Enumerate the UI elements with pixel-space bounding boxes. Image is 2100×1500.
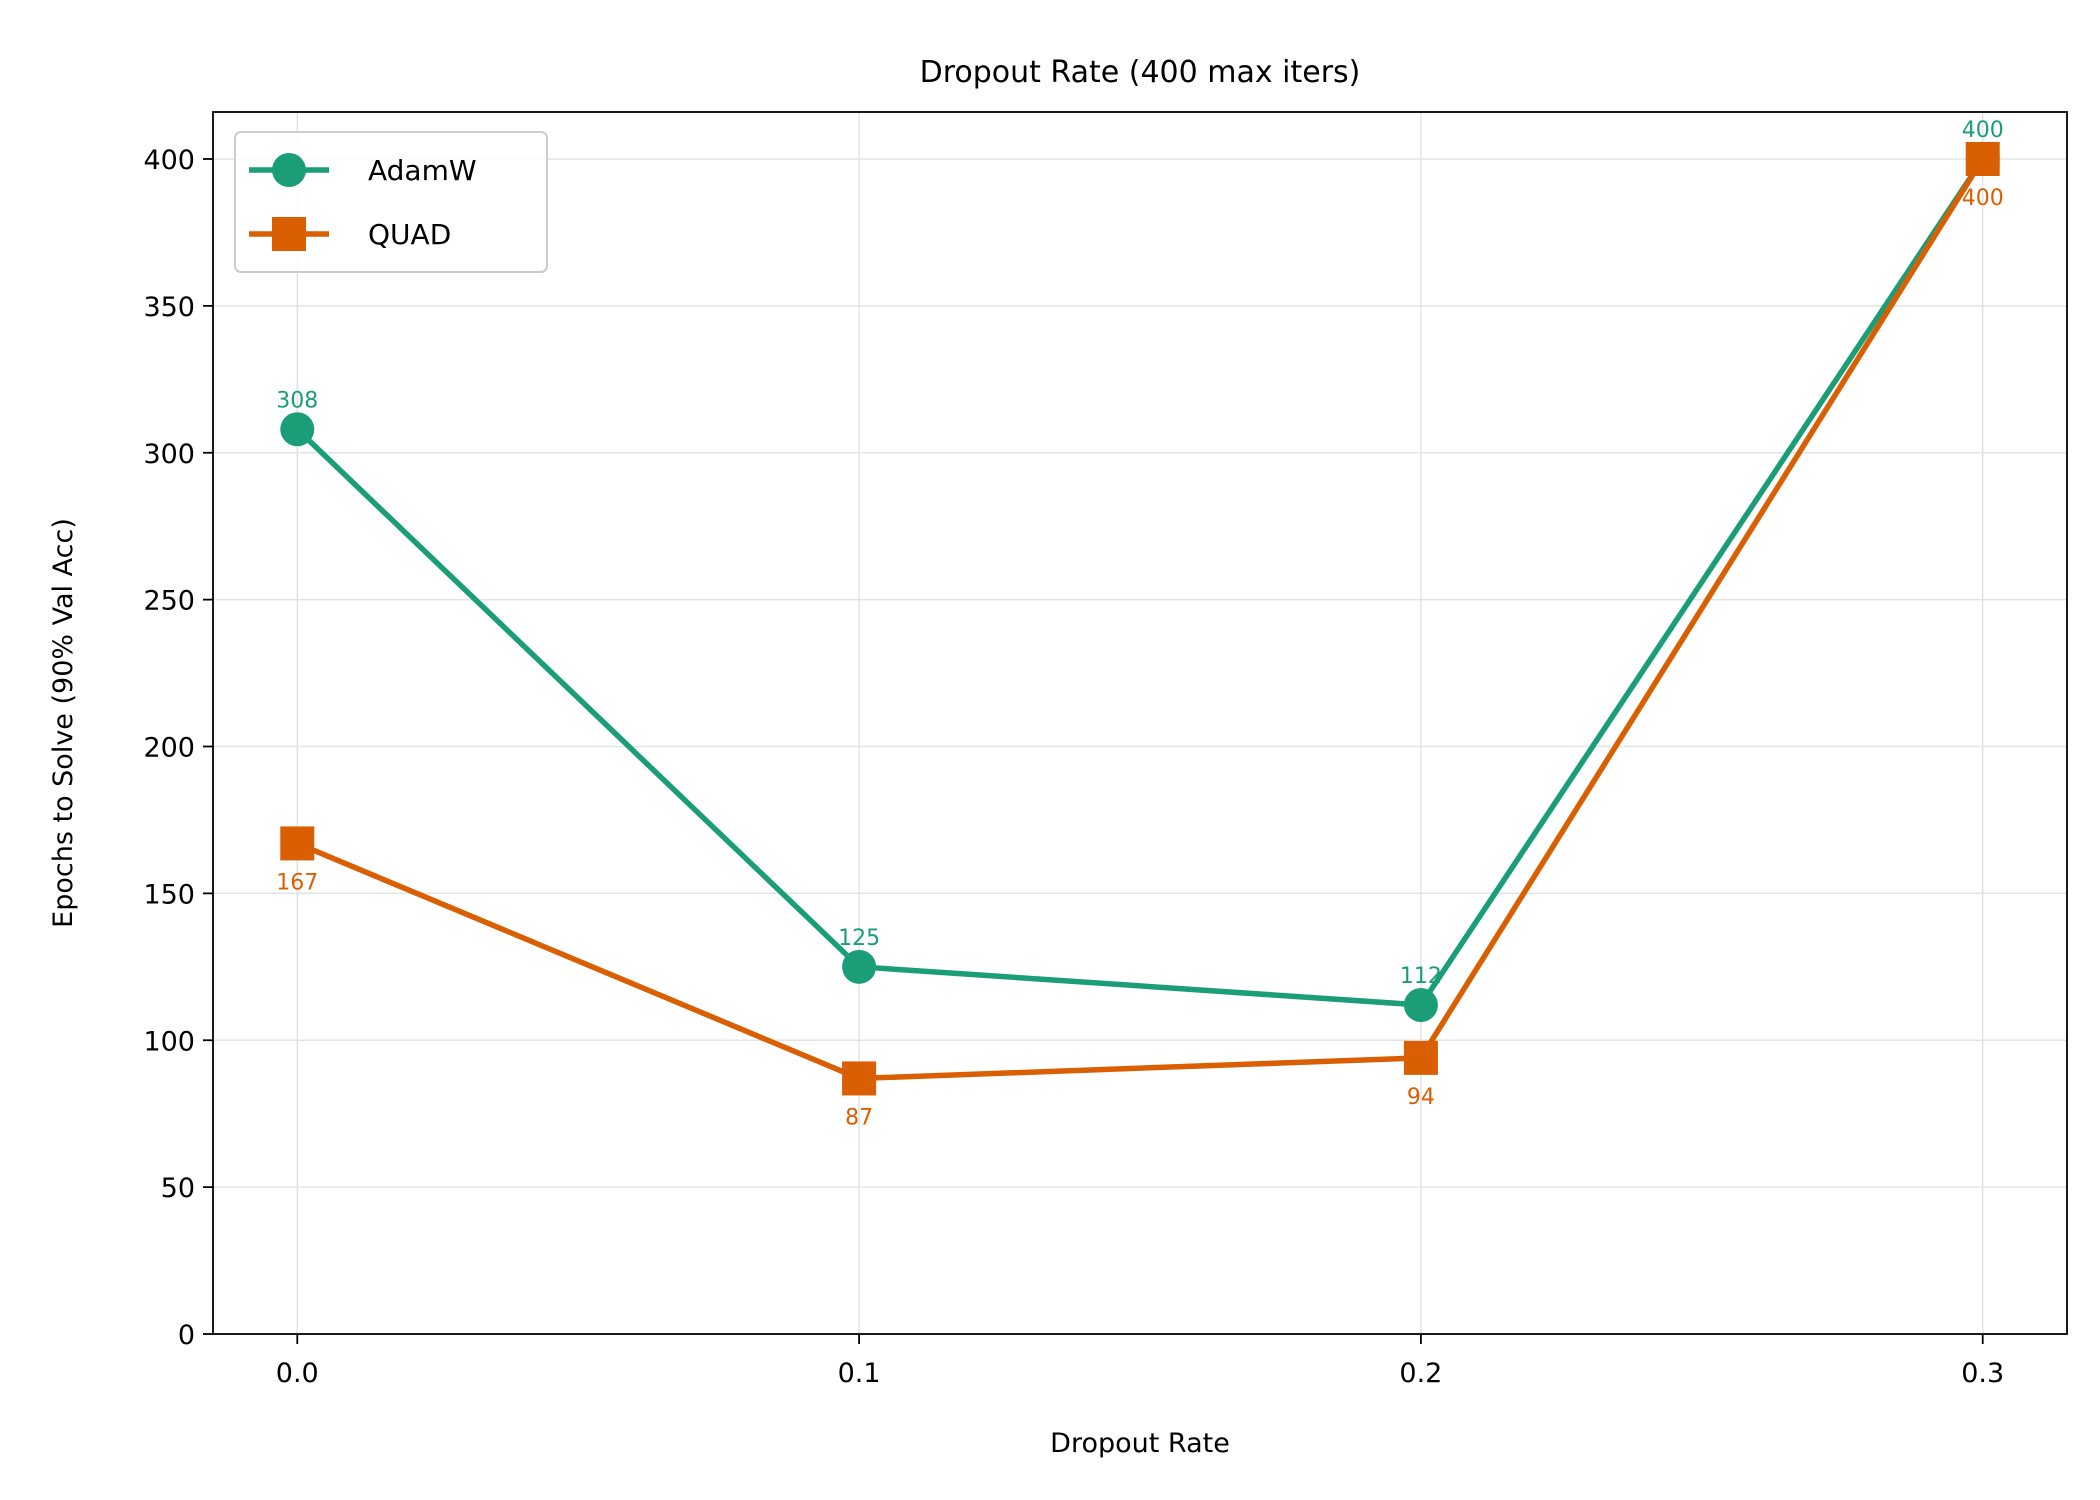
- series-adamw-point: [1403, 988, 1438, 1022]
- series-adamw-data-label: 400: [1962, 118, 2004, 143]
- series-adamw-point: [280, 412, 315, 447]
- x-tick-label: 0.1: [838, 1358, 881, 1389]
- y-tick-label: 300: [143, 439, 195, 470]
- y-tick-label: 150: [143, 879, 195, 910]
- legend-item-quad: QUAD: [249, 217, 451, 251]
- y-tick-label: 250: [143, 586, 195, 617]
- series-adamw: 308 125 112 400: [276, 118, 2004, 1022]
- legend: AdamW QUAD: [234, 131, 548, 273]
- series-quad-point: [280, 826, 315, 861]
- x-tick-label: 0.0: [276, 1358, 319, 1389]
- series-adamw-data-label: 125: [838, 926, 880, 951]
- legend-box: [234, 131, 548, 273]
- legend-item-adamw: AdamW: [249, 153, 477, 187]
- series-quad-line: [296, 157, 1986, 1082]
- y-tick-label: 100: [143, 1026, 195, 1057]
- x-axis-label: Dropout Rate: [1050, 1428, 1230, 1459]
- series-quad-data-label: 400: [1962, 186, 2004, 211]
- series-quad-data-label: 87: [845, 1105, 873, 1130]
- plot-area-frame: [212, 111, 2068, 1335]
- legend-label-adamw: AdamW: [368, 154, 477, 187]
- y-tick-label: 400: [143, 145, 195, 176]
- plot-series: 308 125 112 400 167 87 94 400: [276, 118, 2003, 1130]
- series-quad-data-label: 167: [276, 870, 318, 895]
- y-axis-label: Epochs to Solve (90% Val Acc): [48, 518, 79, 928]
- series-quad-data-label: 94: [1407, 1085, 1435, 1110]
- y-tick-label: 0: [178, 1320, 195, 1351]
- x-tick-label: 0.3: [1961, 1358, 2004, 1389]
- series-quad-point: [842, 1061, 877, 1096]
- chart-title: Dropout Rate (400 max iters): [920, 55, 1361, 90]
- y-tick-label: 350: [143, 292, 195, 323]
- legend-label-quad: QUAD: [368, 218, 451, 251]
- series-quad-point: [1403, 1040, 1438, 1075]
- x-tick-label: 0.2: [1399, 1358, 1442, 1389]
- y-tick-label: 50: [161, 1173, 195, 1204]
- legend-swatch-marker: [272, 217, 306, 251]
- series-adamw-point: [842, 949, 877, 984]
- series-adamw-data-label: 112: [1400, 964, 1442, 989]
- series-adamw-line: [295, 157, 1986, 1008]
- axis-ticks: 0 50 100 150 200 250 300 350 400 0.0 0.1 0.2 0.3: [143, 145, 2004, 1389]
- legend-swatch-marker: [272, 153, 306, 187]
- series-quad-point: [1965, 142, 2000, 176]
- series-quad: 167 87 94 400: [276, 142, 2004, 1130]
- y-tick-label: 200: [143, 733, 195, 764]
- series-adamw-data-label: 308: [276, 388, 318, 413]
